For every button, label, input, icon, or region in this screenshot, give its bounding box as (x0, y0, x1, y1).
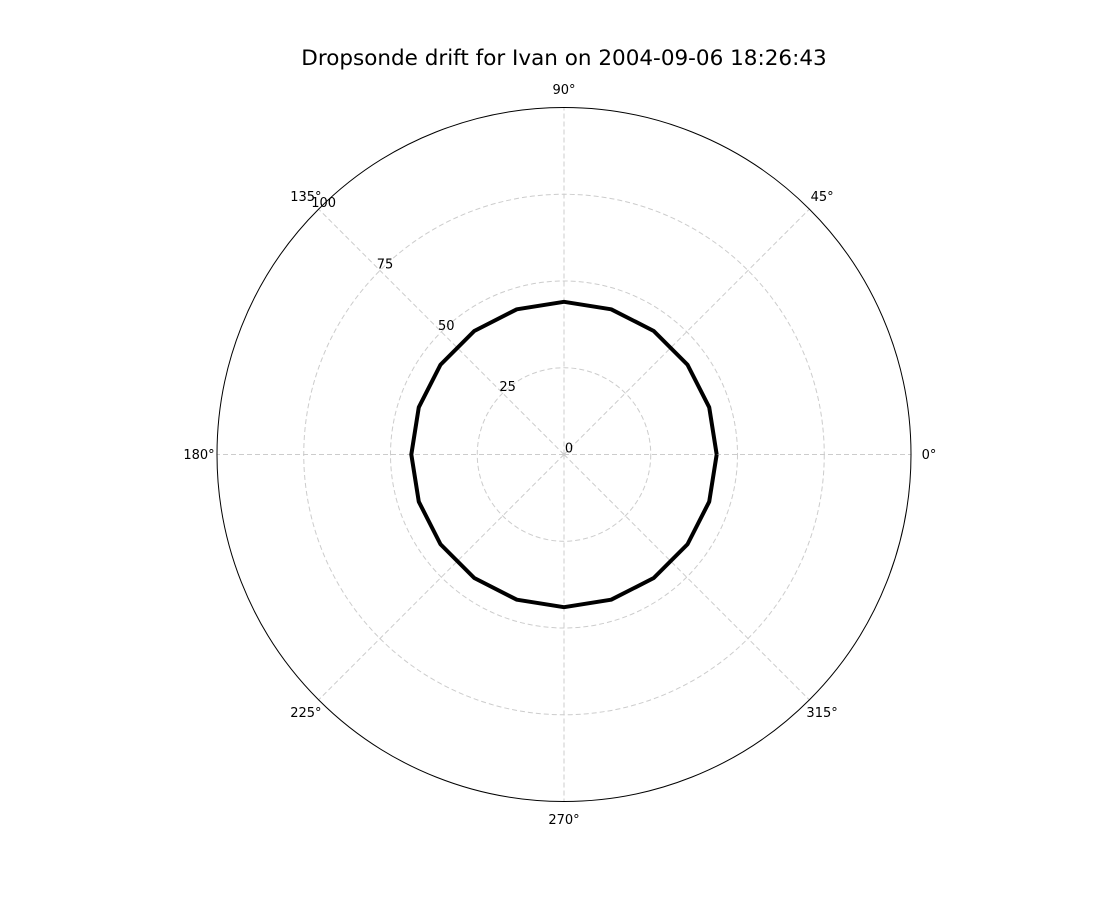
theta-grid-line-135 (318, 208, 565, 455)
polar-grid (217, 107, 911, 802)
series-layer (409, 299, 719, 610)
r-tick-label-25: 25 (499, 380, 516, 395)
theta-grid-line-225 (318, 454, 565, 701)
theta-tick-label-45: 45° (811, 190, 834, 205)
theta-tick-label-315: 315° (806, 706, 837, 721)
polar-frame (216, 107, 912, 802)
theta-tick-label-225: 225° (290, 706, 321, 721)
theta-tick-label-0: 0° (922, 448, 937, 463)
r-tick-label-0: 0 (565, 442, 573, 457)
theta-tick-label-90: 90° (552, 83, 575, 98)
theta-tick-label-270: 270° (548, 813, 579, 828)
chart-title: Dropsonde drift for Ivan on 2004-09-06 1… (301, 46, 826, 71)
r-tick-label-100: 100 (311, 196, 336, 211)
theta-tick-label-135: 135° (290, 190, 321, 205)
r-tick-label-75: 75 (377, 257, 394, 272)
theta-grid-line-315 (563, 454, 810, 701)
r-grid-circle-50 (390, 280, 738, 629)
theta-grid-line-45 (563, 208, 810, 455)
r-tick-labels: 0 25 50 75 100 (311, 196, 573, 456)
theta-tick-label-180: 180° (183, 448, 214, 463)
r-grid-circle-25 (476, 367, 652, 542)
series-line-0 (409, 299, 719, 610)
theta-tick-labels: 0° 45° 90° 135° 180° 225° 270° 315° (183, 83, 936, 828)
r-tick-label-50: 50 (438, 319, 455, 334)
